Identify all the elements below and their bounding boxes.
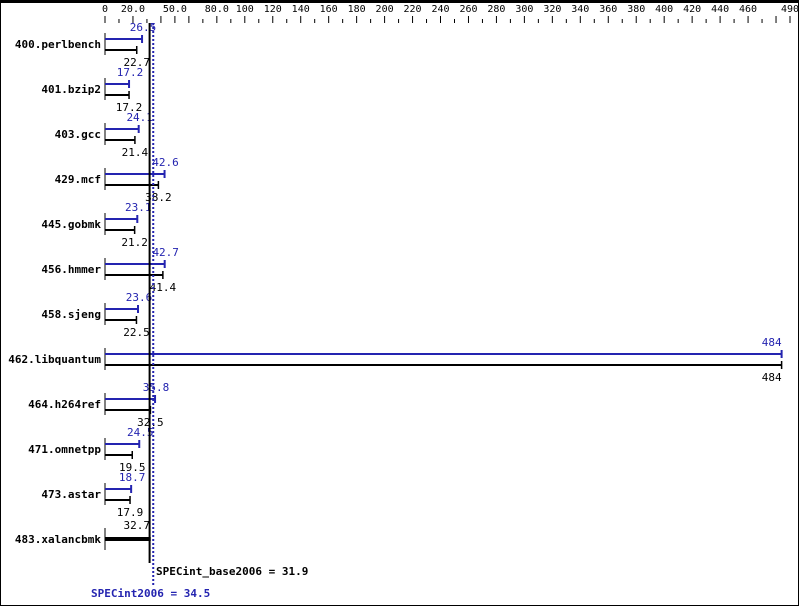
- benchmark-label: 400.perlbench: [15, 38, 101, 51]
- tick-label: 20.0: [121, 4, 145, 15]
- base-summary-label: SPECint_base2006 = 31.9: [156, 565, 308, 578]
- base-value-label: 19.5: [119, 461, 146, 474]
- benchmark-label: 429.mcf: [55, 173, 101, 186]
- tick-label: 360: [599, 4, 617, 15]
- benchmark-label: 445.gobmk: [41, 218, 101, 231]
- tick-label: 80.0: [205, 4, 229, 15]
- tick-label: 460: [739, 4, 757, 15]
- base-value-label: 17.9: [117, 506, 144, 519]
- tick-label: 340: [571, 4, 589, 15]
- tick-label: 280: [487, 4, 505, 15]
- base-value-label: 22.5: [123, 326, 150, 339]
- base-value-label: 41.4: [150, 281, 177, 294]
- benchmark-label: 483.xalancbmk: [15, 533, 101, 546]
- tick-label: 400: [655, 4, 673, 15]
- peak-summary-label: SPECint2006 = 34.5: [91, 587, 210, 600]
- benchmark-label: 403.gcc: [55, 128, 101, 141]
- peak-value-label: 18.7: [119, 471, 146, 484]
- base-value-label: 21.4: [122, 146, 149, 159]
- peak-value-label: 23.6: [126, 291, 153, 304]
- tick-label: 140: [292, 4, 310, 15]
- base-value-label: 21.2: [121, 236, 148, 249]
- tick-label: 320: [543, 4, 561, 15]
- peak-value-label: 42.7: [152, 246, 179, 259]
- benchmark-label: 471.omnetpp: [28, 443, 101, 456]
- tick-label: 240: [431, 4, 449, 15]
- tick-label: 160: [320, 4, 338, 15]
- tick-label: 220: [404, 4, 422, 15]
- tick-label: 380: [627, 4, 645, 15]
- peak-value-label: 24.5: [127, 426, 154, 439]
- peak-value-label: 17.2: [117, 66, 144, 79]
- benchmark-label: 473.astar: [41, 488, 101, 501]
- peak-value-label: 484: [762, 336, 782, 349]
- tick-label: 490: [781, 4, 798, 15]
- benchmark-label: 401.bzip2: [41, 83, 101, 96]
- tick-label: 260: [459, 4, 477, 15]
- benchmark-label: 458.sjeng: [41, 308, 101, 321]
- tick-label: 300: [515, 4, 533, 15]
- peak-value-label: 24.1: [126, 111, 153, 124]
- benchmark-label: 464.h264ref: [28, 398, 101, 411]
- base-value-label: 32.7: [123, 519, 150, 532]
- tick-label: 0: [102, 4, 108, 15]
- tick-label: 120: [264, 4, 282, 15]
- tick-label: 200: [376, 4, 394, 15]
- peak-value-label: 35.8: [143, 381, 170, 394]
- tick-label: 100: [236, 4, 254, 15]
- tick-label: 180: [348, 4, 366, 15]
- peak-value-label: 23.1: [125, 201, 152, 214]
- tick-label: 50.0: [163, 4, 187, 15]
- base-value-label: 38.2: [145, 191, 172, 204]
- base-value-label: 22.7: [123, 56, 150, 69]
- benchmark-label: 462.libquantum: [8, 353, 101, 366]
- tick-label: 420: [683, 4, 701, 15]
- base-value-label: 484: [762, 371, 782, 384]
- peak-value-label: 42.6: [152, 156, 179, 169]
- tick-label: 440: [711, 4, 729, 15]
- benchmark-label: 456.hmmer: [41, 263, 101, 276]
- base-value-label: 17.2: [116, 101, 143, 114]
